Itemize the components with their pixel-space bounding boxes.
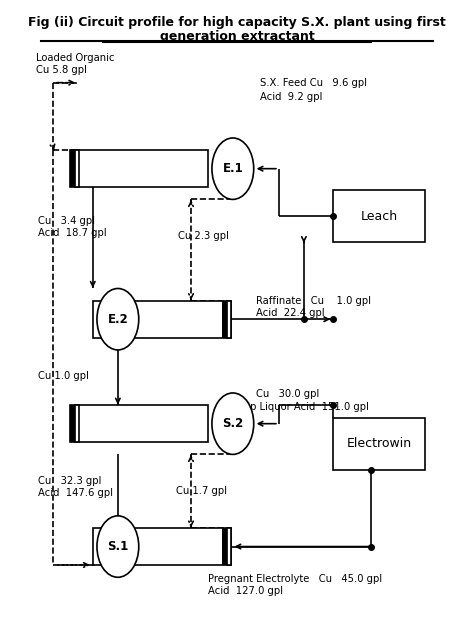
Circle shape [97,288,139,350]
Bar [221,301,227,338]
Text: E.1: E.1 [222,162,243,175]
Text: Loaded Organic: Loaded Organic [36,53,115,63]
Text: Pregnant Electrolyte   Cu   45.0 gpl: Pregnant Electrolyte Cu 45.0 gpl [208,574,382,583]
Text: Cu 5.8 gpl: Cu 5.8 gpl [36,65,87,76]
Bar [70,150,208,187]
Bar [221,528,227,565]
Text: Acid  18.7 gpl: Acid 18.7 gpl [38,228,107,238]
Circle shape [212,138,254,200]
Text: Acid  147.6 gpl: Acid 147.6 gpl [38,488,113,498]
Bar [93,528,231,565]
Text: Acid  9.2 gpl: Acid 9.2 gpl [260,92,322,102]
Text: Electrowin: Electrowin [346,437,412,450]
Text: Cu 1.7 gpl: Cu 1.7 gpl [176,486,228,496]
Circle shape [212,393,254,454]
Text: S.1: S.1 [107,540,128,553]
Text: Cu   3.4 gpl: Cu 3.4 gpl [38,216,95,226]
Bar [93,301,231,338]
Text: Leach: Leach [361,210,398,223]
Text: Cu 2.3 gpl: Cu 2.3 gpl [179,231,229,241]
Bar [70,405,208,442]
Bar [227,301,231,338]
Text: S.X. Feed Cu   9.6 gpl: S.X. Feed Cu 9.6 gpl [260,78,367,87]
Text: Fig (ii) Circuit profile for high capacity S.X. plant using first: Fig (ii) Circuit profile for high capaci… [28,16,446,29]
Text: Cu   32.3 gpl: Cu 32.3 gpl [38,476,102,486]
Text: Acid  22.4 gpl: Acid 22.4 gpl [256,308,324,318]
Bar [75,150,79,187]
Bar [333,417,425,470]
Bar [75,405,79,442]
Text: E.2: E.2 [108,312,128,326]
Text: Raffinate   Cu    1.0 gpl: Raffinate Cu 1.0 gpl [256,296,371,306]
Circle shape [97,516,139,577]
Text: Cu   30.0 gpl: Cu 30.0 gpl [256,389,319,399]
Text: S.2: S.2 [222,417,244,430]
Text: Acid  127.0 gpl: Acid 127.0 gpl [208,586,283,596]
Text: Cu 1.0 gpl: Cu 1.0 gpl [38,371,89,381]
Text: generation extractant: generation extractant [160,30,314,43]
Bar [333,190,425,242]
Bar [70,405,75,442]
Text: Strip Liquor Acid  151.0 gpl: Strip Liquor Acid 151.0 gpl [233,402,369,412]
Bar [227,528,231,565]
Bar [70,150,75,187]
